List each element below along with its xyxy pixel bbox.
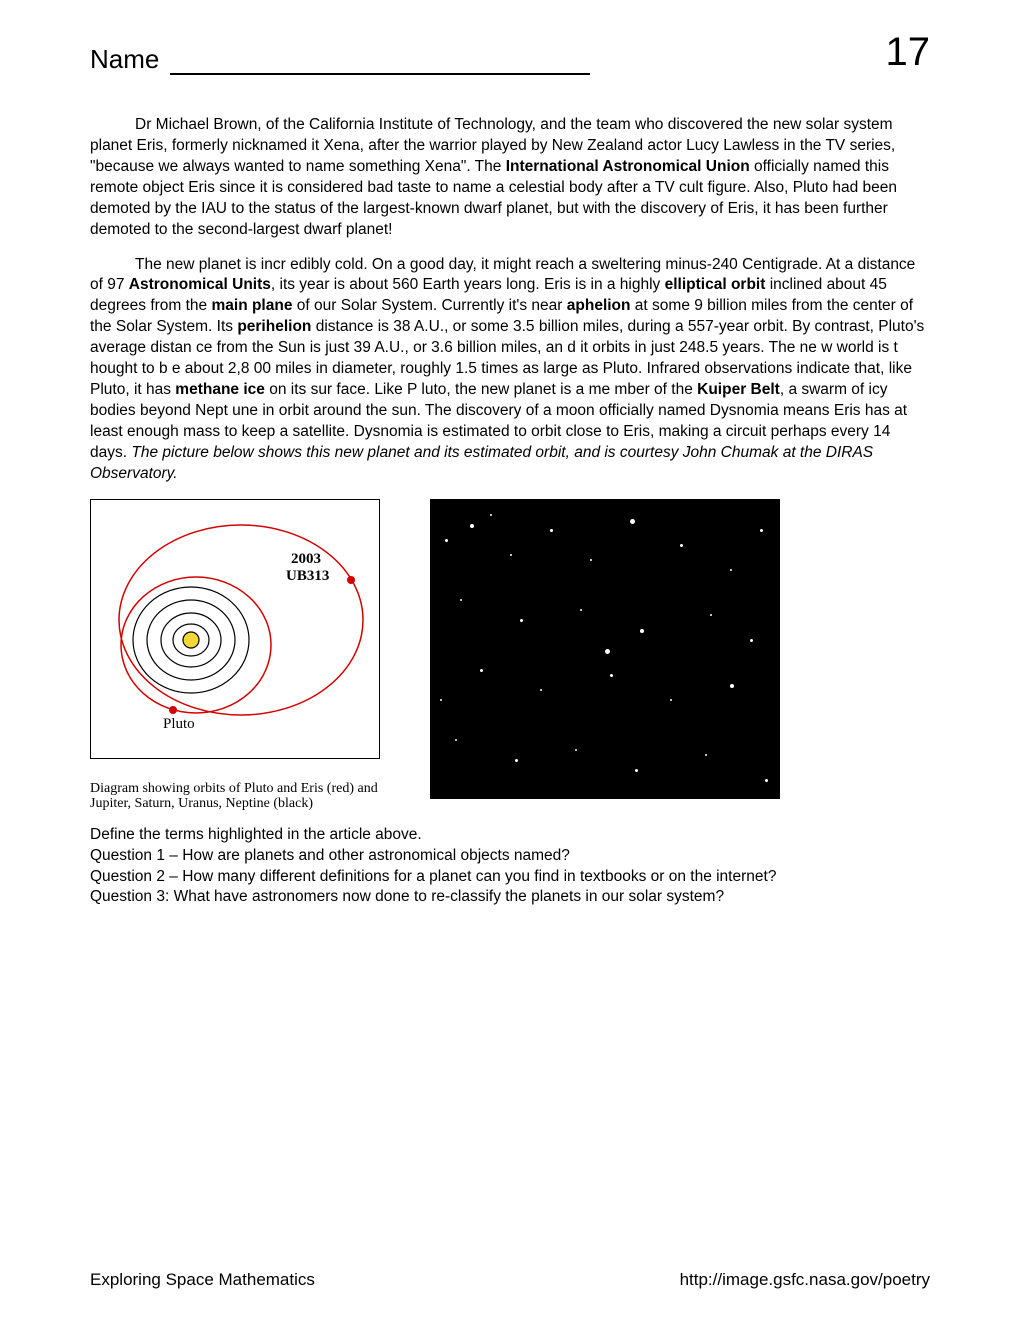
star-dot xyxy=(470,524,474,528)
pluto-dot xyxy=(169,706,177,714)
questions-block: Define the terms highlighted in the arti… xyxy=(90,825,930,909)
star-dot xyxy=(680,544,683,547)
eris-label-1: 2003 xyxy=(291,551,321,567)
star-dot xyxy=(705,754,707,756)
star-dot xyxy=(670,699,672,701)
star-dot xyxy=(575,749,577,751)
star-dot xyxy=(455,739,457,741)
orbit-figure: 2003 UB313 Pluto Diagram showing orbits … xyxy=(90,499,390,811)
star-dot xyxy=(580,609,582,611)
star-dot xyxy=(515,759,518,762)
bold-term: elliptical orbit xyxy=(665,276,766,293)
paragraph-1: Dr Michael Brown, of the California Inst… xyxy=(90,115,930,241)
bold-term: Kuiper Belt xyxy=(697,381,780,398)
eris-label-2: UB313 xyxy=(286,568,329,584)
italic-text: The picture below shows this new planet … xyxy=(90,444,873,482)
star-photo xyxy=(430,499,780,799)
paragraph-2: The new planet is incr edibly cold. On a… xyxy=(90,255,930,485)
star-dot xyxy=(605,649,610,654)
bold-term: main plane xyxy=(211,297,292,314)
star-dot xyxy=(590,559,592,561)
text: , its year is about 560 Earth years long… xyxy=(271,276,665,293)
star-dot xyxy=(760,529,763,532)
star-dot xyxy=(460,599,462,601)
star-dot xyxy=(510,554,512,556)
orbit-eris xyxy=(119,525,363,715)
bold-term: Astronomical Units xyxy=(129,276,271,293)
question-1: Question 1 – How are planets and other a… xyxy=(90,846,930,867)
define-prompt: Define the terms highlighted in the arti… xyxy=(90,825,930,846)
text: of our Solar System. Currently it's near xyxy=(292,297,566,314)
star-dot xyxy=(730,569,732,571)
name-label: Name xyxy=(90,44,159,74)
star-dot xyxy=(490,514,492,516)
header: Name 17 xyxy=(90,30,930,75)
star-dot xyxy=(765,779,768,782)
page-number: 17 xyxy=(886,30,931,75)
star-dot xyxy=(520,619,523,622)
eris-dot xyxy=(347,576,355,584)
star-dot xyxy=(750,639,753,642)
bold-term: aphelion xyxy=(567,297,631,314)
article-body: Dr Michael Brown, of the California Inst… xyxy=(90,115,930,485)
star-dot xyxy=(635,769,638,772)
bold-term: International Astronomical Union xyxy=(506,158,750,175)
orbit-svg: 2003 UB313 Pluto xyxy=(91,500,377,756)
star-dot xyxy=(445,539,448,542)
orbit-diagram: 2003 UB313 Pluto xyxy=(90,499,380,759)
star-dot xyxy=(710,614,712,616)
bold-term: perihelion xyxy=(237,318,311,335)
footer: Exploring Space Mathematics http://image… xyxy=(90,1270,930,1290)
orbit-caption: Diagram showing orbits of Pluto and Eris… xyxy=(90,781,390,811)
footer-left: Exploring Space Mathematics xyxy=(90,1270,315,1290)
name-field: Name xyxy=(90,44,590,75)
question-2: Question 2 – How many different definiti… xyxy=(90,867,930,888)
worksheet-page: Name 17 Dr Michael Brown, of the Califor… xyxy=(0,0,1020,1320)
pluto-label: Pluto xyxy=(163,716,195,732)
star-dot xyxy=(640,629,644,633)
star-dot xyxy=(480,669,483,672)
text: on its sur face. Like P luto, the new pl… xyxy=(265,381,697,398)
star-dot xyxy=(610,674,613,677)
star-dot xyxy=(550,529,553,532)
question-3: Question 3: What have astronomers now do… xyxy=(90,887,930,908)
figures-row: 2003 UB313 Pluto Diagram showing orbits … xyxy=(90,499,930,811)
star-dot xyxy=(730,684,734,688)
sun-icon xyxy=(183,632,199,648)
star-dot xyxy=(540,689,542,691)
name-blank-line xyxy=(170,73,590,75)
bold-term: methane ice xyxy=(175,381,265,398)
star-dot xyxy=(440,699,442,701)
star-dot xyxy=(630,519,635,524)
footer-right: http://image.gsfc.nasa.gov/poetry xyxy=(680,1270,930,1290)
